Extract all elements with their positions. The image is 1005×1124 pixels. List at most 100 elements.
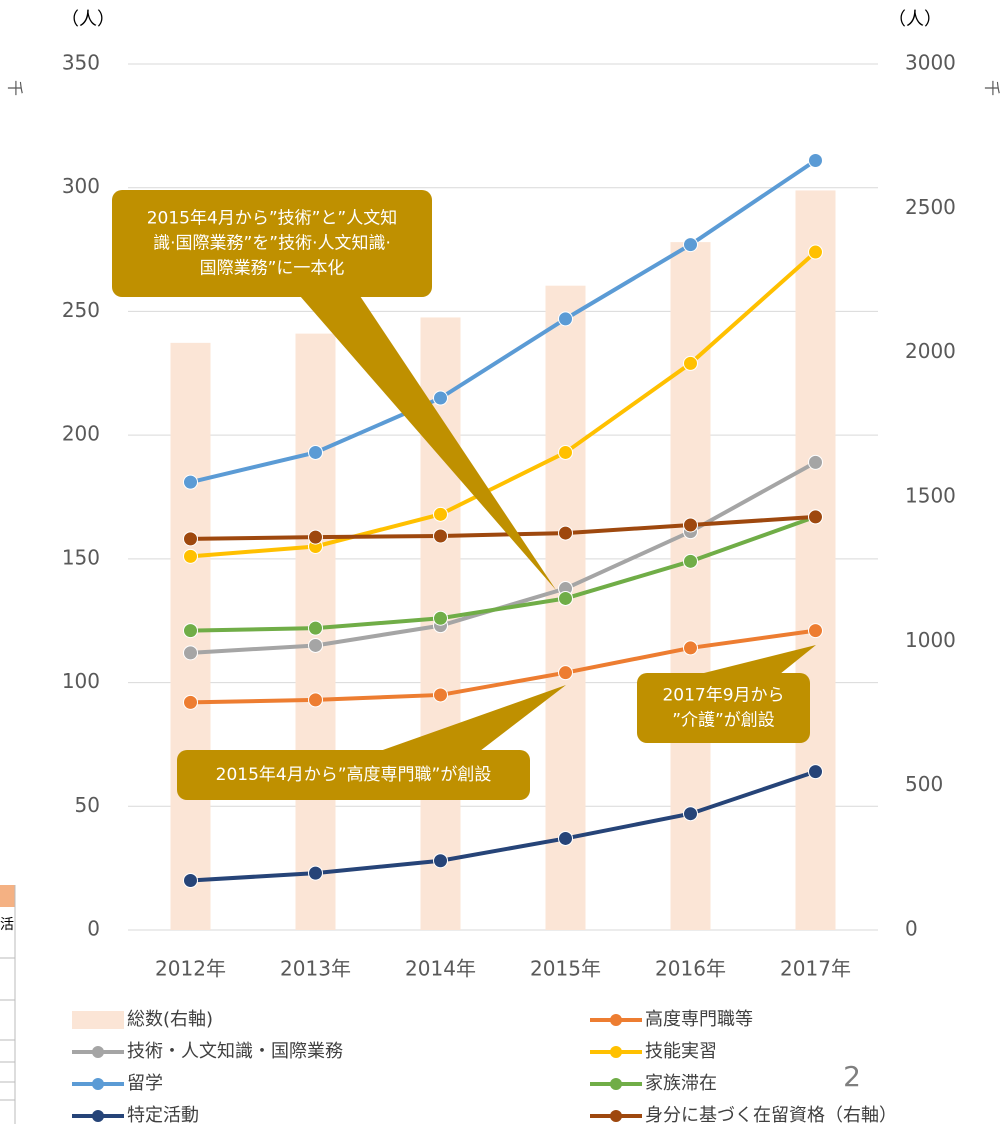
marker [808, 454, 823, 470]
marker [808, 244, 823, 260]
marker [308, 444, 323, 460]
x-tick-label: 2012年 [155, 957, 226, 981]
marker [808, 764, 823, 780]
y-tick-label: 50 [75, 793, 100, 817]
x-tick-label: 2014年 [405, 957, 476, 981]
marker [308, 529, 323, 545]
marker [183, 645, 198, 661]
marker [433, 528, 448, 544]
table-fragment-header [0, 885, 15, 907]
line [190, 628, 816, 705]
marker [183, 474, 198, 490]
line [190, 514, 816, 541]
y2-tick-label: 2500 [905, 195, 956, 219]
legend-label: 技術・人文知識・国際業務 [127, 1041, 343, 1062]
x-tick-label: 2016年 [655, 957, 726, 981]
line [190, 250, 817, 559]
y2-scale-label: 千 [983, 80, 1002, 96]
legend-marker [92, 1110, 104, 1122]
y2-unit: （人） [888, 9, 942, 30]
marker [683, 355, 698, 371]
bar [545, 285, 586, 930]
callout-pointer [700, 645, 816, 674]
callout: 2015年4月から”高度専門職”が創設 [177, 685, 566, 800]
legend-label: 特定活動 [127, 1105, 199, 1124]
legend-swatch [72, 1011, 124, 1029]
marker [558, 525, 573, 541]
y2-tick-label: 0 [905, 917, 918, 941]
marker [683, 517, 698, 533]
marker [308, 620, 323, 636]
bar [795, 190, 836, 930]
marker [808, 623, 823, 639]
marker [433, 506, 448, 522]
x-tick-label: 2015年 [530, 957, 601, 981]
callout-text: 2017年9月から [662, 686, 784, 706]
y-scale-label: 千 [6, 80, 25, 96]
legend-marker [92, 1046, 104, 1058]
marker [308, 692, 323, 708]
callout-text: 国際業務”に一本化 [200, 259, 345, 279]
callout-pointer [380, 685, 566, 751]
table-fragment-text: 活 [0, 917, 14, 933]
bar [670, 242, 711, 931]
marker [433, 687, 448, 703]
y-tick-label: 150 [62, 545, 100, 569]
marker [683, 237, 698, 253]
marker [308, 865, 323, 881]
legend-marker [92, 1078, 104, 1090]
marker [183, 623, 198, 639]
legend-marker [610, 1110, 622, 1122]
callout: 2017年9月から ”介護”が創設 [637, 645, 816, 743]
callout-text: ”介護”が創設 [672, 711, 775, 731]
callout: 2015年4月から”技術”と”人文知識·国際業務”を”技術·人文知識· 国際業務”… [112, 190, 556, 590]
callout-text: 2015年4月から”高度専門職”が創設 [216, 765, 492, 785]
marker [183, 531, 198, 547]
callout-box [112, 190, 432, 297]
marker [183, 694, 198, 710]
marker [308, 637, 323, 653]
line [190, 769, 817, 883]
marker [183, 873, 198, 889]
marker [433, 390, 448, 406]
marker [433, 610, 448, 626]
y2-tick-label: 1500 [905, 484, 956, 508]
y-tick-label: 300 [62, 174, 100, 198]
legend-label: 留学 [127, 1073, 163, 1094]
y2-tick-label: 3000 [905, 51, 956, 75]
line [190, 460, 817, 655]
y-tick-label: 0 [87, 917, 100, 941]
y2-tick-label: 2000 [905, 339, 956, 363]
callout-text: 識·国際業務”を”技術·人文知識· [153, 234, 391, 254]
y2-tick-label: 500 [905, 772, 943, 796]
y-tick-label: 200 [62, 422, 100, 446]
legend-marker [610, 1014, 622, 1026]
y2-tick-label: 1000 [905, 628, 956, 652]
marker [558, 444, 573, 460]
legend-label: 身分に基づく在留資格（右軸） [645, 1105, 897, 1124]
legend-label: 家族滞在 [645, 1073, 717, 1094]
table-fragment-lines [0, 885, 16, 1124]
legend-label: 高度専門職等 [645, 1009, 753, 1030]
callout-pointer [300, 296, 556, 590]
marker [558, 311, 573, 327]
y-tick-label: 100 [62, 669, 100, 693]
marker [558, 590, 573, 606]
line [190, 514, 817, 633]
marker [558, 665, 573, 681]
callout-box [637, 673, 810, 743]
legend-label: 技能実習 [645, 1041, 717, 1062]
y-tick-label: 350 [62, 51, 100, 75]
legend-label: 総数(右軸) [127, 1009, 213, 1030]
marker [808, 152, 823, 168]
marker [433, 853, 448, 869]
y-tick-label: 250 [62, 298, 100, 322]
legend-marker [610, 1046, 622, 1058]
y-unit: （人） [61, 9, 115, 30]
legend-marker [610, 1078, 622, 1090]
callout-box [177, 750, 530, 800]
page-number: 2 [843, 1060, 861, 1093]
marker [683, 806, 698, 822]
line [190, 158, 817, 485]
